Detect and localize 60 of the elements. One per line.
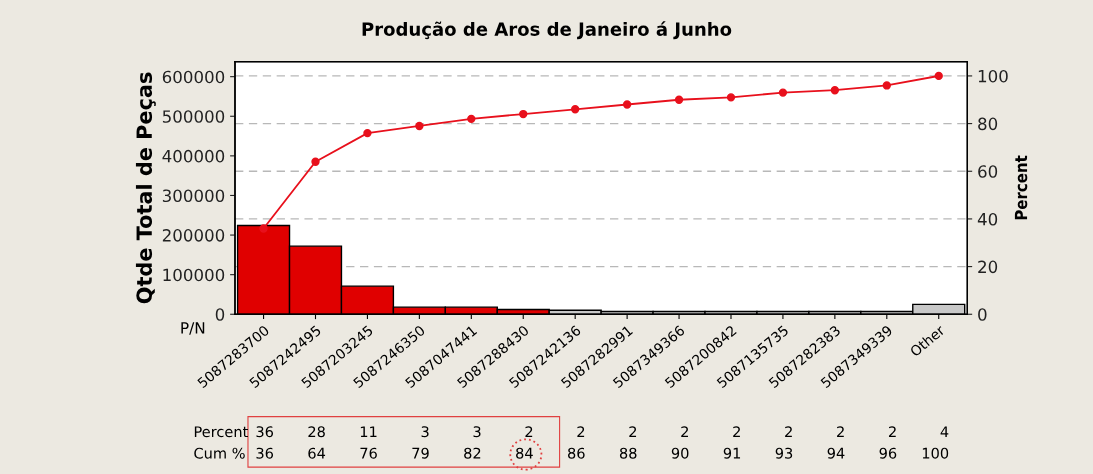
data-label: 64 xyxy=(308,447,326,459)
text: 4 xyxy=(940,426,949,438)
text: 2 xyxy=(733,426,740,438)
point xyxy=(830,86,840,95)
point xyxy=(311,157,320,166)
y2-tick-label: 100 xyxy=(978,69,1008,83)
data-label: 84 xyxy=(516,447,533,459)
y-tick-label: 400000 xyxy=(162,149,225,163)
y-tick-label: 600000 xyxy=(162,70,225,84)
y-tick-label: 500000 xyxy=(162,110,225,123)
data-label: 86 xyxy=(568,447,585,459)
y2-tick-label: 0 xyxy=(978,308,987,321)
text: 2 xyxy=(629,426,637,438)
point xyxy=(415,121,424,131)
y-tick-label: 300000 xyxy=(162,189,225,203)
text: 36 xyxy=(256,426,274,438)
point xyxy=(726,93,736,102)
point xyxy=(674,95,684,104)
point xyxy=(571,105,580,114)
data-label: 76 xyxy=(360,447,377,459)
y-tick-label: 0 xyxy=(215,308,225,321)
text: 3 xyxy=(421,426,429,438)
text: Percent xyxy=(194,426,248,438)
text: 11 xyxy=(360,426,377,438)
text: 28 xyxy=(308,426,325,438)
text: 2 xyxy=(525,426,533,438)
point xyxy=(934,71,943,81)
data-label: 93 xyxy=(775,447,793,459)
text: 2 xyxy=(888,426,896,438)
y2-tick-label: 20 xyxy=(978,260,998,274)
y2-tick-label: 40 xyxy=(977,212,998,226)
text: 2 xyxy=(681,426,688,438)
data-label: 94 xyxy=(827,447,845,459)
point xyxy=(882,81,891,90)
point xyxy=(259,224,268,233)
y2-tick-label: 60 xyxy=(978,165,998,178)
data-label: 79 xyxy=(412,447,429,459)
data-label: 36 xyxy=(256,447,274,459)
y2-axis-title: Percent xyxy=(1014,155,1028,220)
y-axis-title: Qtde Total de Peças xyxy=(135,72,156,304)
y2-tick-label: 80 xyxy=(978,117,998,131)
text: 2 xyxy=(577,426,585,438)
y-tick-label: 100000 xyxy=(163,268,225,282)
point xyxy=(363,128,372,138)
text: 3 xyxy=(473,426,481,438)
point xyxy=(778,88,788,97)
y-tick-label: 200000 xyxy=(162,229,225,242)
data-label: 88 xyxy=(619,447,637,459)
chart-title: Produção de Aros de Janeiro á Junho xyxy=(362,21,732,40)
point xyxy=(467,114,476,123)
data-label: 82 xyxy=(464,447,481,459)
text: Cum % xyxy=(194,447,245,459)
point xyxy=(622,100,632,109)
text: 2 xyxy=(785,426,792,438)
data-label: 91 xyxy=(723,447,741,459)
text: 2 xyxy=(837,426,844,438)
point xyxy=(519,109,528,119)
data-label: 96 xyxy=(879,447,897,459)
data-label: 100 xyxy=(922,447,949,459)
data-label: 90 xyxy=(671,447,689,459)
